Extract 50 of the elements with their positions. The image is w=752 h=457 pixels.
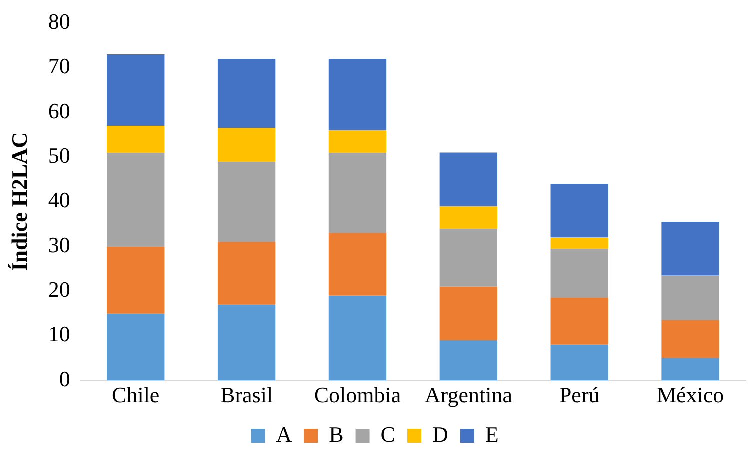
bar: [107, 152, 165, 247]
bar: [440, 228, 498, 287]
y-tick-label: 60: [48, 98, 70, 124]
y-tick-label: 20: [48, 277, 70, 302]
bar: [550, 238, 608, 249]
x-tick-label: Colombia: [314, 382, 402, 408]
x-tick-label: Chile: [112, 382, 160, 408]
bar: [662, 222, 720, 276]
bar: [107, 126, 165, 153]
bar: [550, 298, 608, 345]
y-tick-label: 0: [59, 366, 70, 392]
bar: [328, 296, 387, 381]
x-tick-label: Perú: [559, 382, 600, 408]
y-tick-label: 70: [48, 54, 70, 79]
bar: [550, 184, 608, 238]
y-tick-label: 40: [48, 188, 70, 213]
bar: [328, 233, 387, 296]
bar: [440, 152, 498, 206]
legend-label: A: [276, 422, 292, 447]
y-axis-title: Índice H2LAC: [6, 132, 32, 272]
y-tick-label: 80: [48, 8, 70, 34]
bar: [440, 340, 498, 381]
bar: [107, 314, 165, 381]
bar: [218, 304, 276, 381]
bar: [218, 128, 276, 162]
bar: [218, 58, 276, 128]
bar: [328, 58, 387, 130]
x-tick-label: México: [656, 382, 724, 408]
bar: [107, 246, 165, 314]
y-tick-label: 30: [48, 232, 70, 258]
legend-label: E: [485, 422, 499, 447]
bar: [328, 130, 387, 153]
bar: [440, 206, 498, 229]
legend-label: D: [432, 422, 448, 447]
y-tick-label: 50: [48, 143, 70, 168]
legend-label: C: [380, 422, 396, 447]
bar: [550, 248, 608, 298]
bar: [550, 344, 608, 381]
bar: [662, 358, 720, 381]
legend-label: B: [329, 422, 344, 447]
x-tick-label: Brasil: [220, 382, 274, 408]
bar: [662, 276, 720, 320]
bar: [218, 242, 276, 305]
bar: [662, 320, 720, 358]
bar: [107, 54, 165, 126]
bar: [218, 162, 276, 242]
x-tick-label: Argentina: [424, 382, 513, 408]
y-tick-label: 10: [48, 322, 70, 347]
bar: [328, 152, 387, 234]
bar: [440, 286, 498, 340]
